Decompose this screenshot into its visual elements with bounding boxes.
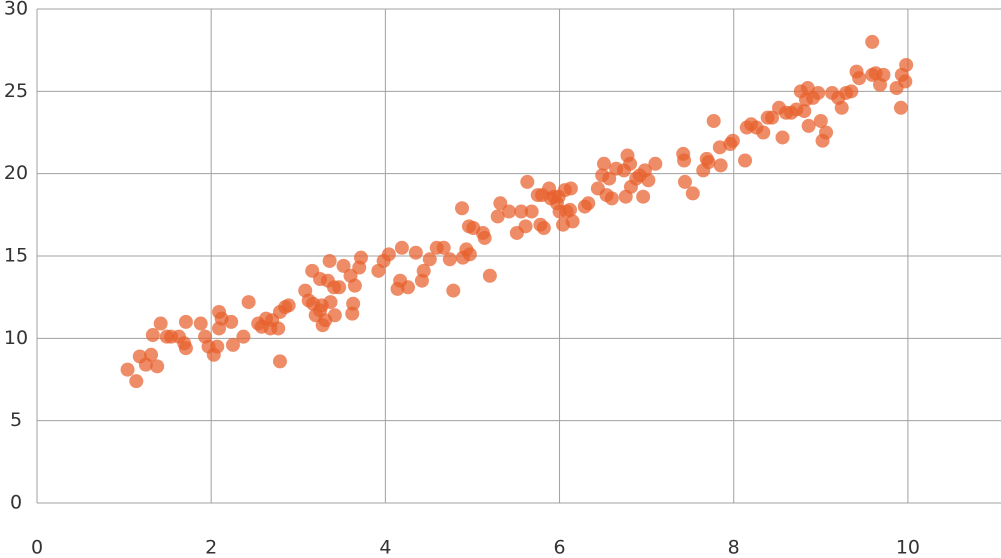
point [636, 189, 651, 204]
point [677, 174, 692, 189]
point [520, 174, 535, 189]
point [408, 245, 423, 260]
point [813, 113, 828, 128]
point [641, 173, 656, 188]
point [899, 57, 914, 72]
point [144, 347, 159, 362]
point [685, 186, 700, 201]
point [844, 84, 859, 99]
y-tick-label: 10 [4, 327, 28, 349]
point [281, 298, 296, 313]
point [514, 204, 529, 219]
point [865, 34, 880, 49]
point [336, 258, 351, 273]
point [327, 308, 342, 323]
point [446, 283, 461, 298]
point [224, 314, 239, 329]
point [178, 314, 193, 329]
point [706, 113, 721, 128]
point [150, 359, 165, 374]
point [271, 321, 286, 336]
point [801, 118, 816, 133]
point [518, 219, 533, 234]
point [524, 204, 539, 219]
point [852, 71, 867, 86]
point [353, 250, 368, 265]
point [462, 247, 477, 262]
point [562, 202, 577, 217]
y-tick-label: 0 [10, 492, 22, 514]
point [893, 100, 908, 115]
point [604, 191, 619, 206]
point [346, 296, 361, 311]
point [193, 316, 208, 331]
point [482, 268, 497, 283]
point [725, 133, 740, 148]
point [811, 85, 826, 100]
point [701, 155, 716, 170]
x-tick-label: 0 [31, 537, 43, 558]
point [623, 156, 638, 171]
point [381, 247, 396, 262]
point [602, 171, 617, 186]
point [178, 341, 193, 356]
point [756, 125, 771, 140]
x-tick-label: 4 [379, 537, 391, 558]
x-tick-label: 2 [205, 537, 217, 558]
x-tick-label: 6 [553, 537, 565, 558]
point [797, 104, 812, 119]
y-tick-label: 25 [4, 80, 28, 102]
point [436, 240, 451, 255]
point [477, 230, 492, 245]
point [272, 354, 287, 369]
point [536, 221, 551, 236]
point [819, 125, 834, 140]
y-tick-label: 5 [10, 409, 22, 431]
point [422, 252, 437, 267]
point [455, 201, 470, 216]
point [490, 209, 505, 224]
series [120, 34, 914, 389]
point [416, 263, 431, 278]
point [502, 204, 517, 219]
point [153, 316, 168, 331]
point [834, 100, 849, 115]
point [322, 253, 337, 268]
point [738, 153, 753, 168]
point [596, 156, 611, 171]
point [648, 156, 663, 171]
point [563, 181, 578, 196]
point [236, 329, 251, 344]
y-tick-label: 15 [4, 245, 28, 267]
point [145, 328, 160, 343]
y-tick-label: 20 [4, 162, 28, 184]
y-tick-label: 30 [4, 0, 28, 20]
point [565, 214, 580, 229]
point [394, 240, 409, 255]
point [401, 280, 416, 295]
point [677, 153, 692, 168]
point [323, 295, 338, 310]
point [898, 74, 913, 89]
grid [36, 8, 1001, 504]
point [241, 295, 256, 310]
point [210, 339, 225, 354]
point [332, 280, 347, 295]
point [225, 337, 240, 352]
point [775, 130, 790, 145]
point [713, 158, 728, 173]
x-tick-label: 8 [728, 537, 740, 558]
point [493, 196, 508, 211]
x-tick-label: 10 [896, 537, 920, 558]
point [765, 110, 780, 125]
point [129, 374, 144, 389]
point [120, 362, 135, 377]
point [442, 252, 457, 267]
point [876, 67, 891, 82]
point [581, 196, 596, 211]
point [347, 278, 362, 293]
